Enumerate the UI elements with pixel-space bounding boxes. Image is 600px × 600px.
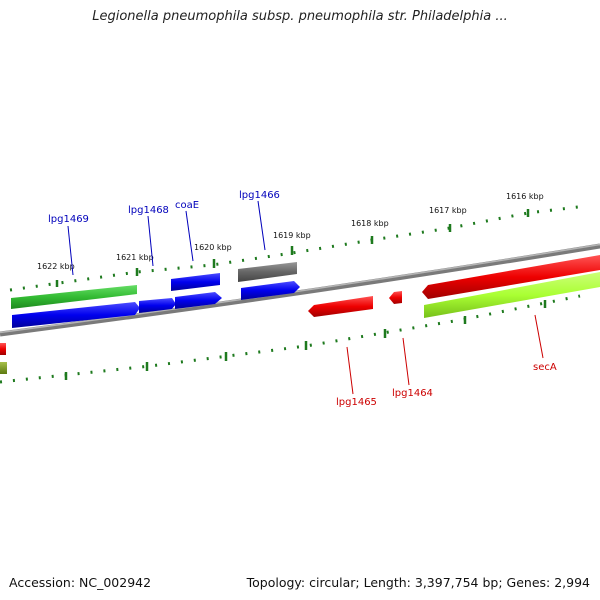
- gene-lpg1464[interactable]: [389, 291, 402, 304]
- gene-coaE-top[interactable]: [171, 273, 220, 291]
- tick-label: 1618 kbp: [351, 219, 389, 228]
- gene-lpg1466[interactable]: [241, 281, 300, 300]
- genome-backbone-highlight: [0, 243, 600, 334]
- gene-secA[interactable]: [422, 255, 600, 299]
- gene-coaE[interactable]: [175, 292, 222, 309]
- reverse-leader-lines: [346, 314, 544, 395]
- feature-gray[interactable]: [238, 262, 297, 282]
- topology-summary: Topology: circular; Length: 3,397,754 bp…: [246, 575, 590, 590]
- map-title: Legionella pneumophila subsp. pneumophil…: [92, 9, 508, 24]
- gene-label[interactable]: lpg1465: [336, 397, 377, 408]
- tick-label: 1621 kbp: [116, 253, 154, 262]
- tick-label: 1620 kbp: [194, 243, 232, 252]
- gene-label[interactable]: lpg1469: [48, 214, 89, 225]
- outer-major-ticks: [55, 209, 530, 287]
- tick-label: 1617 kbp: [429, 206, 467, 215]
- tick-label: 1619 kbp: [273, 231, 311, 240]
- genome-backbone: [0, 243, 600, 337]
- feature-gene-green[interactable]: [11, 285, 137, 309]
- tick-label: 1622 kbp: [37, 262, 75, 271]
- gene-lpg1465[interactable]: [308, 296, 373, 317]
- gene-lpg1469[interactable]: [12, 302, 140, 328]
- gene-label[interactable]: secA: [533, 362, 557, 373]
- inner-major-ticks: [64, 300, 547, 380]
- forward-leader-lines: [67, 200, 266, 276]
- gene-label[interactable]: lpg1464: [392, 388, 433, 399]
- gene-label[interactable]: lpg1468: [128, 205, 169, 216]
- tick-label: 1616 kbp: [506, 192, 544, 201]
- accession-text: Accession: NC_002942: [9, 575, 152, 590]
- feature-red-edge[interactable]: [0, 343, 6, 355]
- feature-olive-edge[interactable]: [0, 362, 7, 374]
- feature-cds-lime[interactable]: [424, 272, 600, 318]
- gene-label[interactable]: lpg1466: [239, 190, 280, 201]
- outer-tick-track: [9, 205, 579, 292]
- gene-label[interactable]: coaE: [175, 200, 199, 211]
- gene-lpg1468[interactable]: [139, 298, 176, 313]
